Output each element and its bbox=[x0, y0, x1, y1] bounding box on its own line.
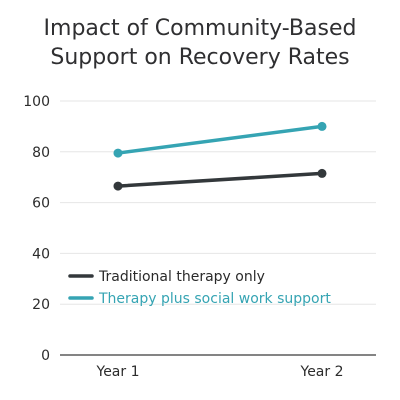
series-line bbox=[116, 171, 324, 188]
data-point bbox=[317, 168, 327, 178]
y-axis-ticks: 0 20 40 60 80 100 bbox=[23, 94, 50, 364]
y-tick-label: 20 bbox=[32, 297, 50, 313]
legend: Traditional therapy only Therapy plus soc… bbox=[68, 269, 331, 307]
legend-label: Traditional therapy only bbox=[98, 269, 265, 285]
chart-title-line-2: Support on Recovery Rates bbox=[50, 45, 350, 70]
y-tick-label: 60 bbox=[32, 196, 50, 212]
chart-title: Impact of Community-Based Support on Rec… bbox=[0, 14, 400, 72]
y-tick-label: 0 bbox=[41, 348, 50, 364]
x-axis-ticks: Year 1 Year 2 bbox=[96, 364, 344, 380]
y-tick-label: 80 bbox=[32, 145, 50, 161]
series-lines bbox=[113, 121, 327, 191]
data-point bbox=[113, 148, 123, 158]
y-tick-label: 40 bbox=[32, 246, 50, 262]
series-line bbox=[116, 124, 324, 155]
data-point bbox=[113, 181, 123, 191]
x-tick-label: Year 2 bbox=[300, 364, 344, 380]
y-tick-label: 100 bbox=[23, 94, 50, 110]
legend-label: Therapy plus social work support bbox=[98, 291, 331, 307]
x-tick-label: Year 1 bbox=[96, 364, 140, 380]
data-point bbox=[317, 121, 327, 131]
gridlines bbox=[60, 100, 376, 356]
chart-title-line-1: Impact of Community-Based bbox=[43, 16, 357, 41]
